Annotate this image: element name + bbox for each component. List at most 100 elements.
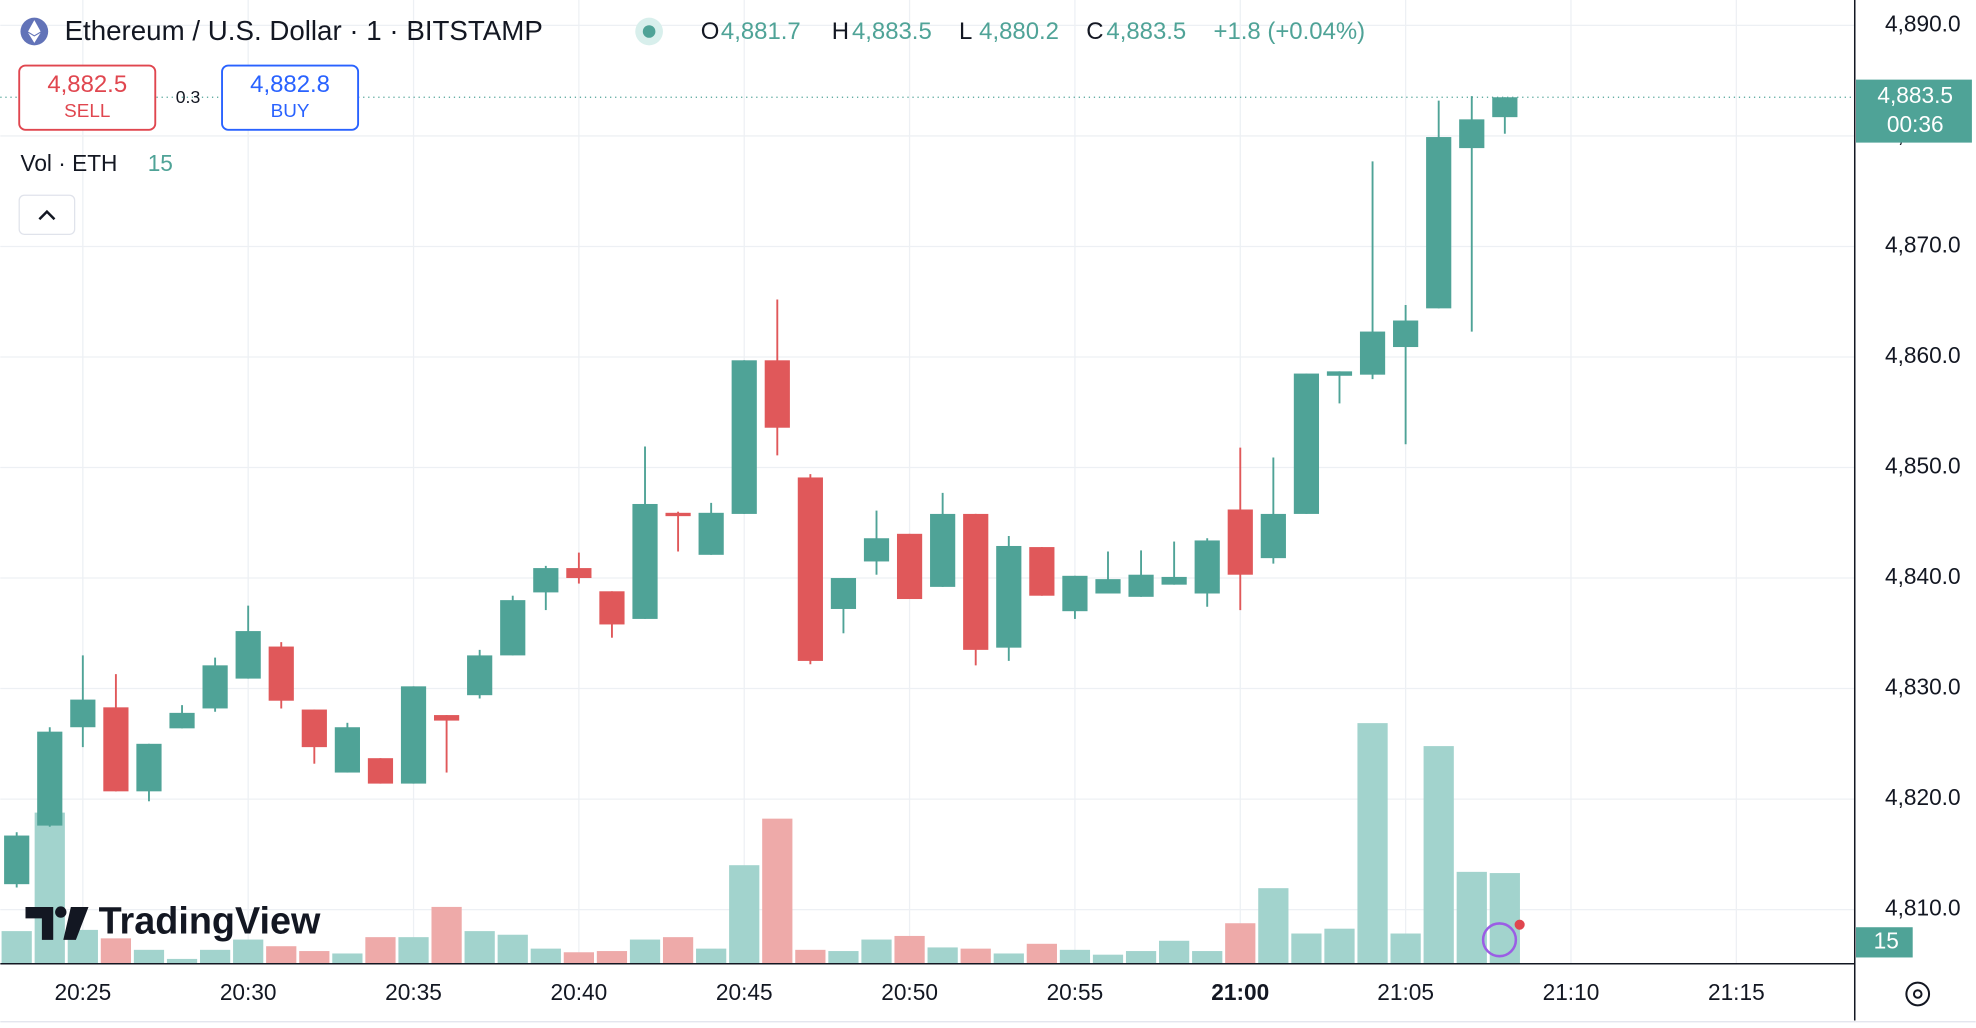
candle-body xyxy=(896,533,923,600)
volume-bar xyxy=(927,947,958,964)
y-tick-label: 4,860.0 xyxy=(1885,342,1961,368)
legend-key: C xyxy=(1086,18,1103,45)
volume-title: Vol · ETH xyxy=(20,150,117,176)
assistant-icon[interactable] xyxy=(1481,922,1518,958)
candle-body xyxy=(1029,547,1055,596)
brand-logo-dot xyxy=(55,906,67,918)
settings-icon-core xyxy=(1912,989,1923,999)
x-tick-label: 20:50 xyxy=(881,979,938,1005)
volume-bar xyxy=(299,951,330,964)
volume-bar xyxy=(629,939,661,964)
candle-body xyxy=(599,591,625,625)
y-tick-label: 4,870.0 xyxy=(1885,231,1961,257)
volume-bar xyxy=(662,937,694,964)
candle-body xyxy=(1095,579,1121,594)
volume-bar xyxy=(1357,723,1388,964)
candle-body xyxy=(235,631,261,679)
candle-body xyxy=(334,727,360,773)
volume-bar xyxy=(795,949,826,964)
candle-body xyxy=(136,743,162,792)
y-tick-label: 4,820.0 xyxy=(1885,784,1961,810)
collapse-button[interactable] xyxy=(18,194,76,235)
candle-body xyxy=(268,646,294,701)
candle-body xyxy=(103,707,129,792)
volume-tag xyxy=(1856,927,1913,958)
legend-value: 4,883.5 xyxy=(1106,18,1186,45)
legend-key: H xyxy=(832,18,849,45)
sell-button[interactable] xyxy=(18,64,157,131)
volume-bar xyxy=(1092,954,1124,964)
volume-bar xyxy=(233,939,264,964)
legend-value: 4,880.2 xyxy=(979,18,1059,45)
grid xyxy=(0,0,1855,964)
legend-key: O xyxy=(701,18,720,45)
volume-bar xyxy=(762,818,793,964)
candle-body xyxy=(1260,513,1286,559)
candle-body xyxy=(698,512,724,555)
x-tick-label: 21:05 xyxy=(1377,979,1434,1005)
price-tag-countdown: 00:36 xyxy=(1887,111,1944,137)
volume-bar xyxy=(1192,951,1223,964)
market-status-dot xyxy=(642,25,656,38)
settings-icon[interactable] xyxy=(1905,981,1931,1007)
volume-bar xyxy=(1125,951,1157,964)
candle-body xyxy=(996,545,1022,648)
x-tick-label: 20:40 xyxy=(551,979,608,1005)
candle-body xyxy=(301,709,327,748)
candle-body xyxy=(665,512,691,517)
candle-body xyxy=(1062,575,1088,612)
brand-logo xyxy=(25,907,89,940)
x-tick-label: 21:15 xyxy=(1708,979,1765,1005)
candle-body xyxy=(1359,331,1386,375)
volume-pane xyxy=(1,723,1520,964)
volume-bar xyxy=(1324,928,1355,964)
candle-body xyxy=(930,513,956,587)
candle-body xyxy=(1161,576,1187,585)
price-tag-price: 4,883.5 xyxy=(1877,82,1953,108)
sell-label: SELL xyxy=(64,101,110,122)
volume-bar xyxy=(596,951,628,964)
candle-body xyxy=(1293,373,1320,514)
candle-body xyxy=(863,538,890,562)
candle-body xyxy=(202,665,228,709)
candle-body xyxy=(731,360,757,514)
candle-body xyxy=(830,578,857,609)
volume-bar xyxy=(100,938,132,964)
x-tick-label: 20:25 xyxy=(54,979,111,1005)
x-tick-label: 20:30 xyxy=(220,979,277,1005)
brand-name: TradingView xyxy=(99,900,321,942)
price-tags: 4,883.5 00:36 15 xyxy=(1856,79,1972,958)
volume-bar xyxy=(398,937,429,964)
volume-bar xyxy=(861,939,892,964)
volume-tag-value: 15 xyxy=(1874,927,1899,953)
candle-body xyxy=(1393,320,1419,348)
candle-body xyxy=(169,712,195,729)
price-pane xyxy=(0,96,1855,888)
candle-body xyxy=(963,513,989,650)
y-tick-label: 4,810.0 xyxy=(1885,895,1961,921)
candle-body xyxy=(467,655,493,696)
volume-bar xyxy=(431,906,462,964)
axes: 4,810.0 4,820.0 4,830.0 4,840.0 4,850.0 4,860… xyxy=(54,10,1960,1005)
candle-body xyxy=(1128,574,1154,597)
candle-body xyxy=(4,835,30,885)
candle-body xyxy=(1194,540,1220,594)
volume-bar xyxy=(828,951,859,964)
volume-bar xyxy=(530,948,561,964)
volume-bar xyxy=(729,865,760,964)
candle-body xyxy=(500,600,526,656)
collapse-chevron xyxy=(38,209,56,221)
volume-bar xyxy=(563,952,594,964)
ohlc-legend: O 4,881.7 H 4,883.5 L 4,880.2 C 4,883.5 xyxy=(701,18,1186,45)
candle-body xyxy=(1426,137,1452,309)
volume-bar xyxy=(365,937,396,964)
volume-bar xyxy=(894,935,925,964)
volume-bar xyxy=(1059,949,1091,964)
volume-bar xyxy=(34,812,65,964)
x-tick-label: 20:45 xyxy=(716,979,773,1005)
buy-button[interactable] xyxy=(221,64,360,131)
volume-bar xyxy=(464,931,495,964)
assistant-badge xyxy=(1514,919,1525,930)
volume-bar xyxy=(1225,923,1256,964)
